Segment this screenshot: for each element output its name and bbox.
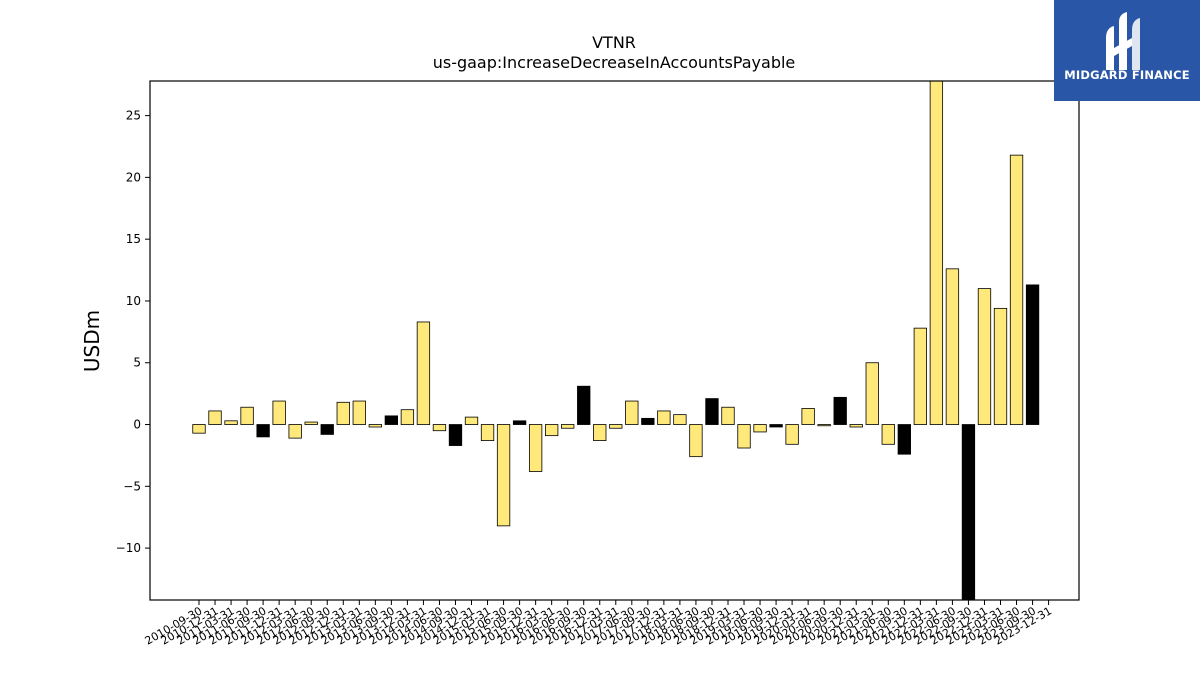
y-tick-label: 20 — [126, 170, 141, 184]
bar-2019-06-30 — [753, 424, 767, 433]
y-tick-label: 5 — [133, 356, 141, 370]
bar-2011-06-30 — [240, 406, 254, 425]
y-axis-label: USDm — [80, 310, 104, 372]
bar-2015-06-30 — [496, 424, 511, 527]
bar-2021-06-30 — [881, 424, 895, 445]
bar-2023-03-31 — [993, 307, 1008, 425]
bar-2012-09-30 — [320, 424, 334, 435]
bar-2012-03-31 — [288, 424, 302, 439]
bar-2013-03-31 — [352, 400, 366, 425]
bar-2014-09-30 — [448, 424, 463, 446]
chart-subtitle: us-gaap:IncreaseDecreaseInAccountsPayabl… — [433, 53, 796, 72]
bar-2017-06-30 — [625, 400, 639, 425]
bar-2010-12-31 — [208, 410, 222, 425]
bar-2023-09-30 — [1025, 284, 1040, 425]
bar-2020-09-30 — [833, 396, 847, 425]
bar-2018-06-30 — [689, 424, 703, 458]
bar-2020-12-31 — [849, 424, 863, 428]
bar-2013-12-31 — [400, 409, 415, 425]
bar-2017-09-30 — [641, 417, 655, 425]
bar-2021-12-31 — [913, 327, 927, 425]
x-axis-ticks: 2010-09-302010-12-312011-03-312011-06-30… — [143, 600, 1054, 648]
bar-2016-12-31 — [593, 424, 607, 441]
y-tick-label: 15 — [126, 232, 141, 246]
y-tick-label: 25 — [126, 109, 141, 123]
logo-text: MIDGARD FINANCE — [1064, 68, 1190, 82]
bar-2022-09-30 — [961, 424, 976, 600]
y-tick-label: 0 — [133, 418, 141, 432]
y-tick-label: 10 — [126, 294, 141, 308]
bar-2012-06-30 — [304, 421, 318, 425]
bar-2014-12-31 — [464, 416, 479, 425]
bar-2017-03-31 — [609, 424, 623, 429]
bar-2015-09-30 — [512, 420, 527, 425]
bar-2023-06-30 — [1009, 154, 1024, 425]
bar-2018-03-31 — [673, 414, 687, 425]
y-axis-ticks: −10 −5 0 5 10 15 20 25 — [116, 109, 150, 555]
bar-2022-12-31 — [977, 288, 992, 425]
midgard-finance-logo: MIDGARD FINANCE — [1054, 0, 1200, 101]
bar-2011-03-31 — [224, 420, 238, 425]
bar-2022-06-30 — [945, 268, 960, 425]
bar-2019-03-31 — [737, 424, 751, 449]
bar-2018-09-30 — [705, 398, 719, 425]
bar-2011-09-30 — [256, 424, 270, 438]
bar-2015-03-31 — [480, 424, 495, 441]
bar-2018-12-31 — [721, 406, 735, 425]
bar-2019-09-30 — [769, 424, 783, 428]
chart-title: VTNR — [592, 33, 636, 52]
y-tick-label: −10 — [116, 541, 141, 555]
bar-2010-09-30 — [192, 424, 206, 434]
bar-2022-03-31 — [929, 81, 944, 425]
bar-2019-12-31 — [785, 424, 799, 445]
bar-2020-06-30 — [817, 424, 831, 427]
bar-2015-12-31 — [528, 424, 543, 472]
bar-2012-12-31 — [336, 401, 350, 425]
bar-2021-03-31 — [865, 362, 879, 425]
plot-frame — [149, 80, 1080, 601]
bar-2013-09-30 — [384, 415, 399, 425]
bar-2014-03-31 — [416, 321, 431, 425]
bar-2016-09-30 — [577, 385, 591, 425]
bar-2021-09-30 — [897, 424, 911, 455]
bar-2013-06-30 — [368, 424, 382, 428]
bar-2016-03-31 — [545, 424, 559, 437]
bar-2014-06-30 — [432, 424, 447, 432]
midgard-logo-icon — [1106, 12, 1140, 70]
y-tick-label: −5 — [123, 479, 141, 493]
bar-2011-12-31 — [272, 400, 286, 425]
bar-2016-06-30 — [561, 424, 575, 429]
bar-2020-03-31 — [801, 408, 815, 425]
bar-2017-12-31 — [657, 410, 671, 425]
bars-group — [192, 81, 1040, 600]
